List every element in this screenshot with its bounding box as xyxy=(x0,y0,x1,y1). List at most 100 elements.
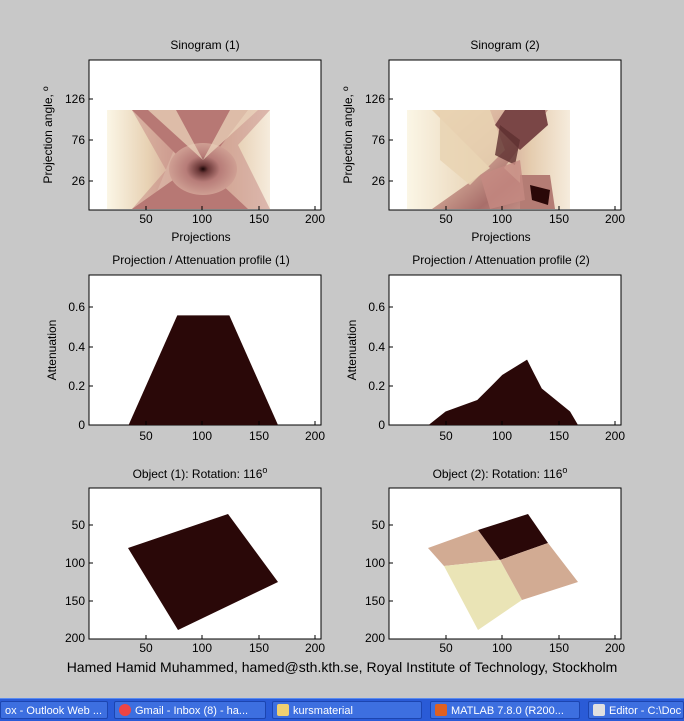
sinogram-1-plot: Sinogram (1) Projections Projection angl… xyxy=(41,38,325,244)
object-1-plot: Object (1): Rotation: 116o 50 100 150 20… xyxy=(65,465,325,655)
profile-1-plot: Projection / Attenuation profile (1) Att… xyxy=(45,253,325,443)
y-tick-label: 0.2 xyxy=(368,379,385,393)
x-axis-label: Projections xyxy=(171,230,230,244)
x-tick-label: 100 xyxy=(192,429,212,443)
degree-superscript: o xyxy=(262,465,267,475)
y-tick-labels: 0 0.2 0.4 0.6 xyxy=(368,300,385,432)
x-tick-labels: 50 100 150 200 xyxy=(139,641,325,655)
profile-2-title: Projection / Attenuation profile (2) xyxy=(412,253,589,267)
taskbar-item-label: ox - Outlook Web ... xyxy=(5,705,103,717)
taskbar-item-label: MATLAB 7.8.0 (R200... xyxy=(451,705,564,717)
x-axis-label: Projections xyxy=(471,230,530,244)
sinogram-2-title: Sinogram (2) xyxy=(470,38,539,52)
y-tick-label: 0 xyxy=(378,418,385,432)
x-tick-label: 200 xyxy=(305,212,325,226)
y-tick-labels: 50 100 150 200 xyxy=(65,518,85,645)
x-tick-label: 50 xyxy=(439,641,453,655)
sinogram-2-plot: Sinogram (2) Projections Projection angl… xyxy=(341,38,625,244)
x-tick-label: 150 xyxy=(249,641,269,655)
y-tick-labels: 26 76 126 xyxy=(65,92,85,188)
x-tick-label: 100 xyxy=(492,429,512,443)
y-tick-label: 0.2 xyxy=(68,379,85,393)
taskbar-item-editor[interactable]: Editor - C:\Doc xyxy=(588,701,684,719)
taskbar-item-label: Editor - C:\Doc xyxy=(609,705,682,717)
profile-1-title: Projection / Attenuation profile (1) xyxy=(112,253,289,267)
x-tick-label: 50 xyxy=(139,212,153,226)
y-tick-labels: 50 100 150 200 xyxy=(365,518,385,645)
object-2-tan-right xyxy=(500,543,578,600)
taskbar-item-gmail[interactable]: Gmail - Inbox (8) - ha... xyxy=(114,701,266,719)
y-tick-label: 76 xyxy=(72,133,86,147)
object-2-tan-top xyxy=(428,530,500,566)
y-tick-label: 0.6 xyxy=(368,300,385,314)
x-tick-label: 150 xyxy=(549,429,569,443)
folder-icon xyxy=(277,704,289,716)
y-tick-label: 0.6 xyxy=(68,300,85,314)
x-tick-label: 200 xyxy=(605,212,625,226)
y-tick-labels: 0 0.2 0.4 0.6 xyxy=(68,300,85,432)
sinogram-2-image xyxy=(407,110,570,209)
taskbar-item-label: Gmail - Inbox (8) - ha... xyxy=(135,705,249,717)
y-tick-label: 150 xyxy=(65,594,85,608)
x-tick-label: 150 xyxy=(549,641,569,655)
y-tick-label: 200 xyxy=(365,631,385,645)
x-tick-labels: 50 100 150 200 xyxy=(439,212,625,226)
object-2-title: Object (2): Rotation: 116o xyxy=(433,465,568,481)
object-1-title: Object (1): Rotation: 116o xyxy=(133,465,268,481)
x-tick-label: 100 xyxy=(192,641,212,655)
x-tick-label: 100 xyxy=(192,212,212,226)
y-tick-label: 126 xyxy=(365,92,385,106)
y-tick-label: 100 xyxy=(65,556,85,570)
matlab-figure: Sinogram (1) Projections Projection angl… xyxy=(41,38,625,655)
profile-2-area xyxy=(428,359,578,425)
taskbar-item-matlab[interactable]: MATLAB 7.8.0 (R200... xyxy=(430,701,580,719)
taskbar-item-folder[interactable]: kursmaterial xyxy=(272,701,422,719)
x-tick-label: 50 xyxy=(139,429,153,443)
degree-superscript: o xyxy=(562,465,567,475)
y-tick-label: 0.4 xyxy=(68,340,85,354)
y-axis-label: Attenuation xyxy=(45,320,59,381)
x-tick-labels: 50 100 150 200 xyxy=(139,212,325,226)
x-tick-label: 200 xyxy=(605,429,625,443)
x-tick-labels: 50 100 150 200 xyxy=(439,429,625,443)
sinogram-1-image xyxy=(107,110,270,209)
taskbar-item-outlook[interactable]: ox - Outlook Web ... xyxy=(0,701,108,719)
y-tick-labels: 26 76 126 xyxy=(365,92,385,188)
profile-2-plot: Projection / Attenuation profile (2) Att… xyxy=(345,253,625,443)
y-tick-label: 76 xyxy=(372,133,386,147)
y-tick-label: 26 xyxy=(72,174,86,188)
y-tick-label: 26 xyxy=(372,174,386,188)
object-1-square xyxy=(128,514,278,630)
x-tick-label: 150 xyxy=(249,429,269,443)
x-tick-labels: 50 100 150 200 xyxy=(439,641,625,655)
x-tick-label: 50 xyxy=(439,429,453,443)
y-tick-label: 100 xyxy=(365,556,385,570)
x-tick-label: 200 xyxy=(605,641,625,655)
x-tick-labels: 50 100 150 200 xyxy=(139,429,325,443)
object-2-yellow-quadrant xyxy=(444,560,522,630)
y-axis-label: Projection angle, º xyxy=(41,86,55,184)
y-tick-label: 150 xyxy=(365,594,385,608)
y-tick-label: 50 xyxy=(72,518,86,532)
editor-icon xyxy=(593,704,605,716)
x-tick-label: 150 xyxy=(549,212,569,226)
matlab-icon xyxy=(435,704,447,716)
y-tick-label: 0.4 xyxy=(368,340,385,354)
sinogram-1-title: Sinogram (1) xyxy=(170,38,239,52)
x-tick-label: 50 xyxy=(139,641,153,655)
y-tick-label: 50 xyxy=(372,518,386,532)
object-2-title-text: Object (2): Rotation: 116 xyxy=(433,467,563,481)
y-axis-label: Attenuation xyxy=(345,320,359,381)
chrome-icon xyxy=(119,704,131,716)
object-2-dark-quadrant xyxy=(478,514,548,560)
y-tick-label: 0 xyxy=(78,418,85,432)
x-tick-label: 200 xyxy=(305,641,325,655)
windows-taskbar: ox - Outlook Web ... Gmail - Inbox (8) -… xyxy=(0,698,684,721)
x-tick-label: 50 xyxy=(439,212,453,226)
author-footer: Hamed Hamid Muhammed, hamed@sth.kth.se, … xyxy=(66,659,618,675)
x-tick-label: 100 xyxy=(492,212,512,226)
x-tick-label: 200 xyxy=(305,429,325,443)
y-axis-label: Projection angle, º xyxy=(341,86,355,184)
y-tick-label: 200 xyxy=(65,631,85,645)
object-1-title-text: Object (1): Rotation: 116 xyxy=(133,467,263,481)
